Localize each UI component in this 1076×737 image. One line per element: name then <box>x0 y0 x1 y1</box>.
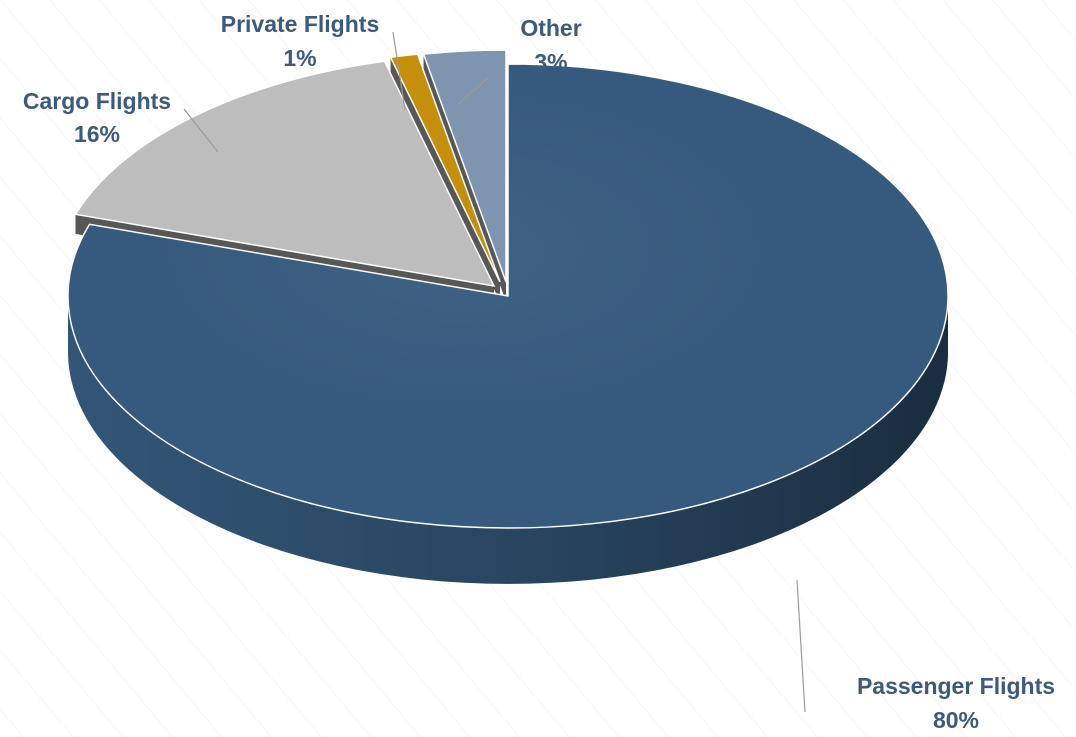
leader-line-other <box>457 77 489 105</box>
slice-private-flights <box>389 53 501 283</box>
slice-side-shade-passenger-flights <box>68 296 948 584</box>
pie-tops <box>67 49 949 529</box>
slice-highlight-passenger-flights <box>68 64 949 528</box>
label-other: Other <box>520 15 581 41</box>
label-private-flights: Private Flights <box>221 11 379 37</box>
label-passenger-flights: Passenger Flights <box>857 673 1055 699</box>
leader-line-passenger-flights <box>796 579 806 713</box>
leader-line-cargo-flights <box>183 108 219 153</box>
value-label-private-flights: 1% <box>283 45 316 71</box>
value-label-cargo-flights: 16% <box>74 121 120 147</box>
data-labels: Passenger Flights 80% Cargo Flights 16% Priv… <box>23 11 1055 733</box>
slice-other <box>422 49 507 283</box>
leader-line-private-flights <box>392 31 406 111</box>
value-label-other: 3% <box>534 49 567 75</box>
slice-cargo-flights <box>74 60 496 287</box>
value-label-passenger-flights: 80% <box>933 707 979 733</box>
label-cargo-flights: Cargo Flights <box>23 88 171 114</box>
